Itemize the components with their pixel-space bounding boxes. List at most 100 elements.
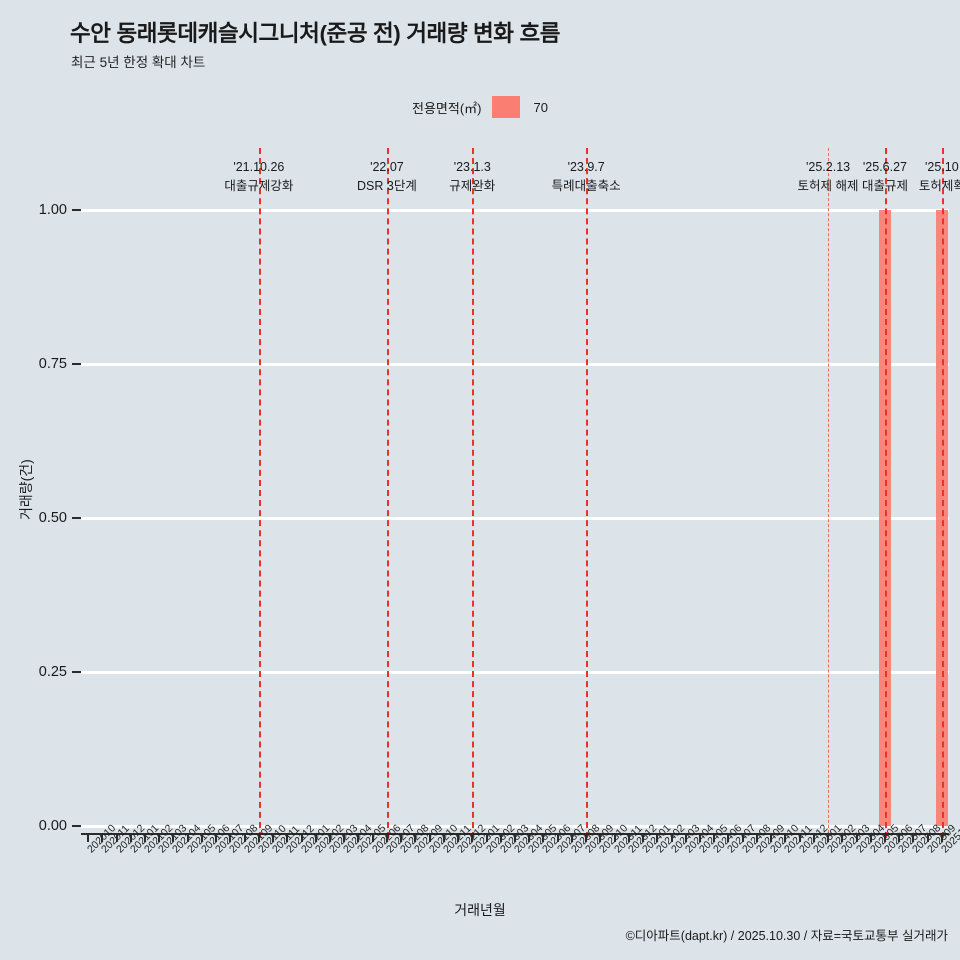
y-tick-label: 0.50 [38, 510, 67, 526]
x-tick-mark [827, 833, 830, 842]
event-annotation: '23.1.3 규제완화 [412, 158, 532, 197]
x-tick-mark [87, 833, 90, 842]
x-tick-mark [215, 833, 218, 842]
x-tick-mark [642, 833, 645, 842]
plot-area [81, 148, 949, 838]
x-tick-mark [613, 833, 616, 842]
y-tick-mark [72, 825, 81, 827]
event-line [386, 148, 389, 838]
x-tick-mark [770, 833, 773, 842]
x-tick-mark [869, 833, 872, 842]
gridline [81, 824, 949, 828]
y-tick-label: 0.00 [38, 818, 67, 834]
x-tick-mark [698, 833, 701, 842]
x-tick-mark [101, 833, 104, 842]
event-line [884, 148, 887, 838]
y-tick-mark [72, 671, 81, 673]
event-annotation: '25.2.13 토허제 해제 [768, 158, 888, 197]
event-annotation: '22.07 DSR 3단계 [327, 158, 447, 197]
event-label: DSR 3단계 [357, 179, 417, 194]
event-label: 토허제 해제 [797, 179, 859, 194]
event-label: 토허제확 [918, 179, 960, 194]
x-tick-mark [400, 833, 403, 842]
x-tick-mark [656, 833, 659, 842]
event-date: '22.07 [370, 160, 404, 174]
y-tick-label: 1.00 [38, 202, 67, 218]
x-tick-mark [514, 833, 516, 842]
event-date: '21.10.26 [233, 160, 285, 174]
event-annotation: '25.6.27 대출규제 [825, 158, 945, 197]
x-tick-mark [371, 833, 374, 842]
x-tick-mark [457, 833, 460, 842]
x-tick-mark [855, 833, 858, 842]
x-axis-title: 거래년월 [454, 902, 506, 918]
x-tick-mark [499, 833, 502, 842]
event-label: 대출규제 [861, 179, 908, 194]
x-tick-mark [229, 833, 232, 842]
x-tick-mark [172, 833, 175, 842]
x-tick-mark [329, 833, 332, 842]
x-tick-mark [471, 833, 474, 842]
x-tick-mark [798, 833, 801, 842]
x-tick-mark [912, 833, 915, 842]
x-tick-mark [428, 833, 431, 842]
event-annotation: '21.10.26 대출규제강화 [199, 158, 319, 197]
x-tick-mark [385, 833, 388, 842]
event-date: '25.10 [925, 160, 959, 174]
x-tick-mark [257, 833, 260, 842]
x-tick-mark [940, 833, 943, 842]
event-label: 규제완화 [449, 179, 496, 194]
legend-label-70: 70 [533, 99, 548, 115]
x-tick-mark [741, 833, 744, 842]
chart-subtitle: 최근 5년 한정 확대 차트 [71, 55, 206, 70]
event-date: '23.9.7 [567, 160, 605, 174]
event-label: 특례대출축소 [551, 179, 621, 194]
event-line [472, 148, 475, 838]
y-axis-title: 거래량(건) [18, 459, 34, 520]
x-tick-mark [144, 833, 147, 842]
x-tick-mark [784, 833, 787, 842]
gridline [81, 670, 949, 674]
gridline [81, 516, 949, 520]
x-tick-mark [186, 833, 189, 842]
gridline [81, 362, 949, 366]
gridline [81, 208, 949, 212]
x-tick-mark [755, 833, 758, 842]
x-tick-mark [243, 833, 246, 842]
y-tick-label: 0.75 [38, 356, 67, 372]
legend-title: 전용면적(㎡) [412, 100, 482, 116]
x-tick-mark [158, 833, 161, 842]
event-line [941, 148, 944, 838]
event-date: '25.6.27 [862, 160, 907, 174]
y-tick-label: 0.25 [38, 664, 67, 680]
x-tick-mark [485, 833, 488, 842]
x-tick-mark [286, 833, 289, 842]
event-line [258, 148, 261, 838]
y-tick-mark [72, 517, 81, 519]
footer-credit: ©디아파트(dapt.kr) / 2025.10.30 / 자료=국토교통부 실… [625, 929, 948, 943]
x-tick-mark [713, 833, 716, 842]
x-tick-mark [115, 833, 118, 842]
y-axis: 거래량(건) 0.00 0.25 0.50 0.75 1.00 [0, 0, 81, 960]
x-tick-mark [528, 833, 531, 842]
event-date: '25.2.13 [806, 160, 851, 174]
x-tick-mark [727, 833, 730, 842]
y-tick-mark [72, 363, 81, 365]
x-tick-mark [599, 833, 602, 842]
x-tick-mark [585, 833, 588, 842]
x-tick-mark [272, 833, 275, 842]
x-tick-mark [898, 833, 901, 842]
chart-legend: 전용면적(㎡) 70 [0, 95, 960, 119]
legend-swatch-70 [491, 96, 520, 118]
x-tick-mark [357, 833, 360, 842]
x-tick-mark [343, 833, 346, 842]
x-tick-mark [627, 833, 630, 842]
event-line [586, 148, 589, 838]
x-tick-mark [841, 833, 844, 842]
x-tick-mark [129, 833, 132, 842]
x-tick-mark [200, 833, 203, 842]
x-tick-mark [812, 833, 815, 842]
event-line [828, 148, 830, 838]
x-tick-mark [926, 833, 929, 842]
x-tick-mark [414, 833, 417, 842]
